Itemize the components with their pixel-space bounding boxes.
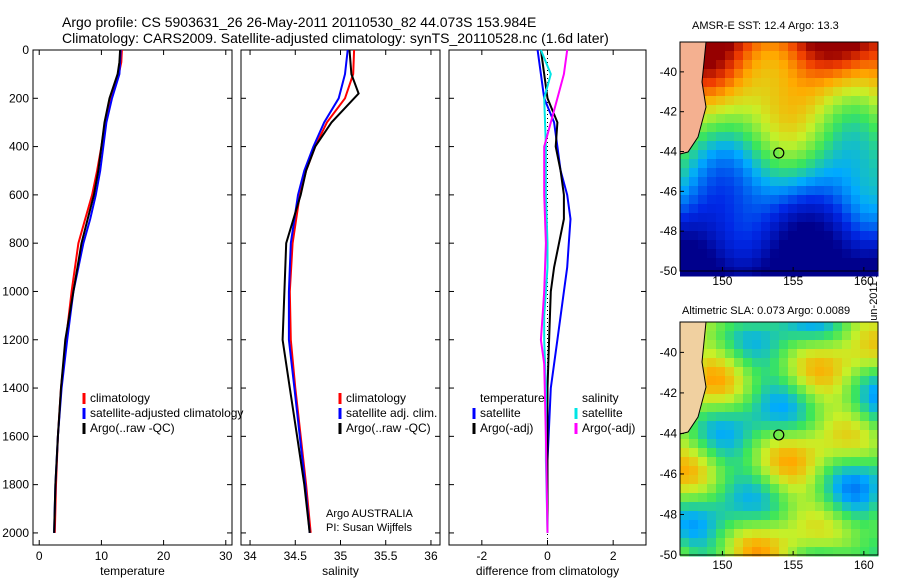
land-mask (679, 41, 707, 155)
x-tick-label: 34 (243, 549, 257, 563)
y-tick-label: 1200 (2, 333, 29, 347)
legend-temp-argo-label: Argo(-adj) (480, 421, 533, 435)
legend-group-heading: temperature (480, 391, 545, 405)
series-line-salinity-satellite (539, 49, 552, 533)
map-x-tick-label: 150 (712, 274, 732, 288)
map-y-tick-label: -48 (660, 224, 678, 238)
sla-map-title: Altimetric SLA: 0.073 Argo: 0.0089 (682, 305, 851, 317)
map-y-tick-label: -40 (660, 65, 678, 79)
map-y-tick-label: -50 (660, 264, 678, 278)
x-tick-label: 30 (219, 549, 233, 563)
y-tick-label: 1600 (2, 429, 29, 443)
series-line-temperature-satellite (536, 49, 572, 533)
legend-sal-argo-label: Argo(-adj) (582, 421, 635, 435)
x-axis-label: temperature (100, 564, 165, 578)
x-tick-label: -2 (476, 549, 487, 563)
x-tick-label: 0 (36, 549, 43, 563)
y-tick-label: 400 (9, 140, 29, 154)
x-tick-label: 2 (610, 549, 617, 563)
legend-sal-satellite-label: satellite (582, 406, 623, 420)
sst-map-field (680, 42, 879, 277)
legend-argo-label: Argo(..raw -QC) (90, 421, 175, 435)
legend-temp-satellite-label: satellite (480, 406, 521, 420)
legend-satellite-label: satellite-adjusted climatology (90, 406, 243, 420)
map-x-tick-label: 155 (783, 274, 803, 288)
y-tick-label: 800 (9, 236, 29, 250)
x-tick-label: 0 (544, 549, 551, 563)
x-tick-label: 35.5 (374, 549, 398, 563)
map-x-tick-label: 160 (854, 274, 874, 288)
x-tick-label: 35 (334, 549, 348, 563)
annotation-line2: PI: Susan Wijffels (326, 522, 412, 534)
float-position-marker (773, 429, 785, 441)
map-x-tick-label: 150 (712, 558, 732, 572)
map-y-tick-label: -42 (660, 386, 678, 400)
sla-map-field (680, 322, 879, 557)
series-line-argo-raw-qc- (281, 49, 360, 534)
map-y-tick-label: -40 (660, 345, 678, 359)
map-x-tick-label: 155 (783, 558, 803, 572)
legend-climatology-label: climatology (90, 391, 150, 405)
map-y-tick-label: -42 (660, 105, 678, 119)
legend-argo-label: Argo(..raw -QC) (346, 421, 431, 435)
legend-climatology-label: climatology (346, 391, 406, 405)
x-tick-label: 20 (157, 549, 171, 563)
sla-map-frame (679, 321, 879, 556)
map-y-tick-label: -44 (660, 426, 678, 440)
sst-map-frame (679, 41, 879, 272)
y-tick-label: 600 (9, 188, 29, 202)
map-y-tick-label: -44 (660, 145, 678, 159)
sst-map-title: AMSR-E SST: 12.4 Argo: 13.3 (692, 20, 839, 32)
y-tick-label: 0 (22, 43, 29, 57)
y-tick-label: 200 (9, 91, 29, 105)
series-line-salinity-argo-adj- (539, 49, 569, 533)
annotation-line1: Argo AUSTRALIA (326, 508, 413, 520)
x-axis-label: difference from climatology (476, 564, 619, 578)
legend-satellite-label: satellite adj. clim. (346, 406, 437, 420)
figure-title-line2: Climatology: CARS2009. Satellite-adjuste… (62, 30, 609, 46)
y-tick-label: 1400 (2, 381, 29, 395)
map-x-tick-label: 160 (854, 558, 874, 572)
y-tick-label: 1800 (2, 478, 29, 492)
figure-title-line1: Argo profile: CS 5903631_26 26-May-2011 … (62, 14, 537, 30)
x-tick-label: 10 (95, 549, 109, 563)
series-line-temperature-argo-adj- (539, 49, 565, 533)
x-tick-label: 34.5 (284, 549, 308, 563)
legend-group-heading: salinity (582, 391, 619, 405)
map-y-tick-label: -50 (660, 548, 678, 562)
series-line-argo-raw-qc- (53, 49, 122, 533)
map-y-tick-label: -46 (660, 184, 678, 198)
float-position-marker (773, 147, 785, 159)
map-y-tick-label: -48 (660, 507, 678, 521)
panel-frame-0 (32, 49, 233, 546)
x-axis-label: salinity (322, 564, 359, 578)
map-y-tick-label: -46 (660, 467, 678, 481)
y-tick-label: 2000 (2, 526, 29, 540)
panel-frame-1 (240, 49, 441, 546)
x-tick-label: 36 (424, 549, 438, 563)
y-tick-label: 1000 (2, 284, 29, 298)
